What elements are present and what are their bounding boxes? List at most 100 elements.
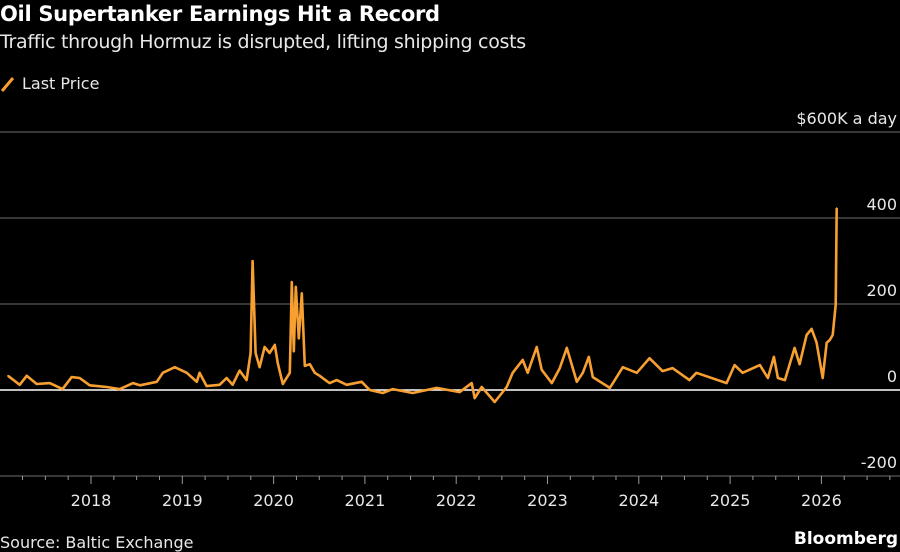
- y-tick-label: 0: [887, 367, 897, 386]
- x-tick-label: 2025: [710, 491, 751, 510]
- data-point: [254, 352, 257, 354]
- data-point: [608, 387, 611, 389]
- data-point: [282, 383, 284, 385]
- data-point: [118, 388, 121, 390]
- data-point: [155, 381, 158, 383]
- data-point: [695, 372, 698, 374]
- data-point: [575, 381, 578, 383]
- chart-title: Oil Supertanker Earnings Hit a Record: [0, 2, 440, 26]
- data-point: [458, 391, 461, 393]
- data-point: [205, 385, 208, 387]
- data-point: [661, 370, 664, 372]
- data-point: [493, 401, 496, 403]
- data-point: [815, 341, 818, 344]
- data-point: [526, 372, 529, 374]
- data-point: [411, 392, 414, 394]
- data-point: [293, 350, 295, 353]
- data-point: [291, 281, 293, 283]
- data-point: [173, 366, 176, 369]
- data-point: [805, 334, 808, 336]
- data-point: [238, 369, 241, 372]
- data-point: [105, 386, 108, 388]
- data-point: [295, 286, 297, 288]
- data-point: [263, 346, 266, 348]
- x-tick-label: 2026: [801, 491, 842, 510]
- data-point: [581, 372, 584, 374]
- data-point: [759, 364, 761, 366]
- data-point: [505, 386, 508, 388]
- data-point: [793, 347, 796, 349]
- data-point: [821, 377, 824, 379]
- data-point: [470, 382, 473, 384]
- data-point: [480, 386, 483, 388]
- data-point: [777, 377, 779, 379]
- data-point: [798, 363, 801, 366]
- data-point: [268, 352, 271, 354]
- data-point: [308, 363, 311, 366]
- data-point: [297, 337, 300, 340]
- x-tick-label: 2024: [618, 491, 659, 510]
- x-tick-label: 2019: [162, 491, 203, 510]
- data-point: [360, 381, 363, 383]
- data-point: [328, 382, 331, 384]
- data-point: [671, 367, 674, 369]
- data-point: [161, 372, 164, 374]
- data-point: [767, 377, 769, 379]
- y-tick-label: 200: [866, 281, 897, 300]
- data-point: [231, 384, 234, 386]
- x-tick-label: 2020: [253, 491, 294, 510]
- data-point: [835, 207, 838, 209]
- data-point: [318, 375, 321, 377]
- source-note: Source: Baltic Exchange: [0, 533, 194, 552]
- data-point: [773, 356, 775, 358]
- data-point: [251, 260, 254, 262]
- series-line-last-price: [7, 208, 838, 404]
- y-tick-label: $600K a day: [796, 109, 897, 128]
- data-point: [621, 366, 624, 369]
- data-point: [35, 383, 38, 385]
- data-point: [218, 384, 221, 386]
- data-point: [741, 372, 744, 374]
- data-point: [277, 362, 279, 365]
- data-point: [473, 397, 476, 399]
- x-tick-label: 2018: [71, 491, 112, 510]
- data-point: [326, 381, 329, 383]
- data-point: [300, 292, 303, 295]
- data-point: [335, 379, 338, 381]
- data-point: [535, 346, 538, 348]
- x-tick-label: 2022: [436, 491, 477, 510]
- legend: Last Price: [0, 74, 99, 93]
- data-point: [521, 359, 524, 361]
- y-tick-label: 400: [866, 195, 897, 214]
- data-point: [810, 328, 813, 330]
- data-point: [48, 382, 51, 384]
- data-point: [648, 357, 651, 359]
- data-point: [435, 387, 438, 389]
- data-point: [78, 377, 81, 379]
- data-point: [587, 356, 590, 358]
- data-point: [139, 384, 141, 387]
- data-point: [381, 392, 384, 394]
- data-point: [368, 389, 371, 391]
- bloomberg-logo: Bloomberg: [793, 529, 898, 549]
- data-point: [635, 372, 638, 374]
- data-point: [831, 334, 834, 336]
- data-point: [825, 341, 828, 344]
- x-tick-label: 2023: [527, 491, 568, 510]
- data-point: [733, 364, 736, 366]
- legend-label: Last Price: [22, 74, 100, 93]
- data-point: [613, 379, 616, 381]
- data-point: [834, 304, 837, 306]
- x-tick-label: 2021: [345, 491, 386, 510]
- data-point: [540, 368, 543, 371]
- data-point: [591, 376, 594, 378]
- data-point: [196, 381, 198, 383]
- data-point: [303, 365, 306, 367]
- data-point: [558, 367, 561, 369]
- data-point: [345, 384, 348, 386]
- data-point: [18, 384, 21, 386]
- data-point: [289, 372, 291, 374]
- data-point: [186, 372, 188, 374]
- data-point: [132, 382, 134, 384]
